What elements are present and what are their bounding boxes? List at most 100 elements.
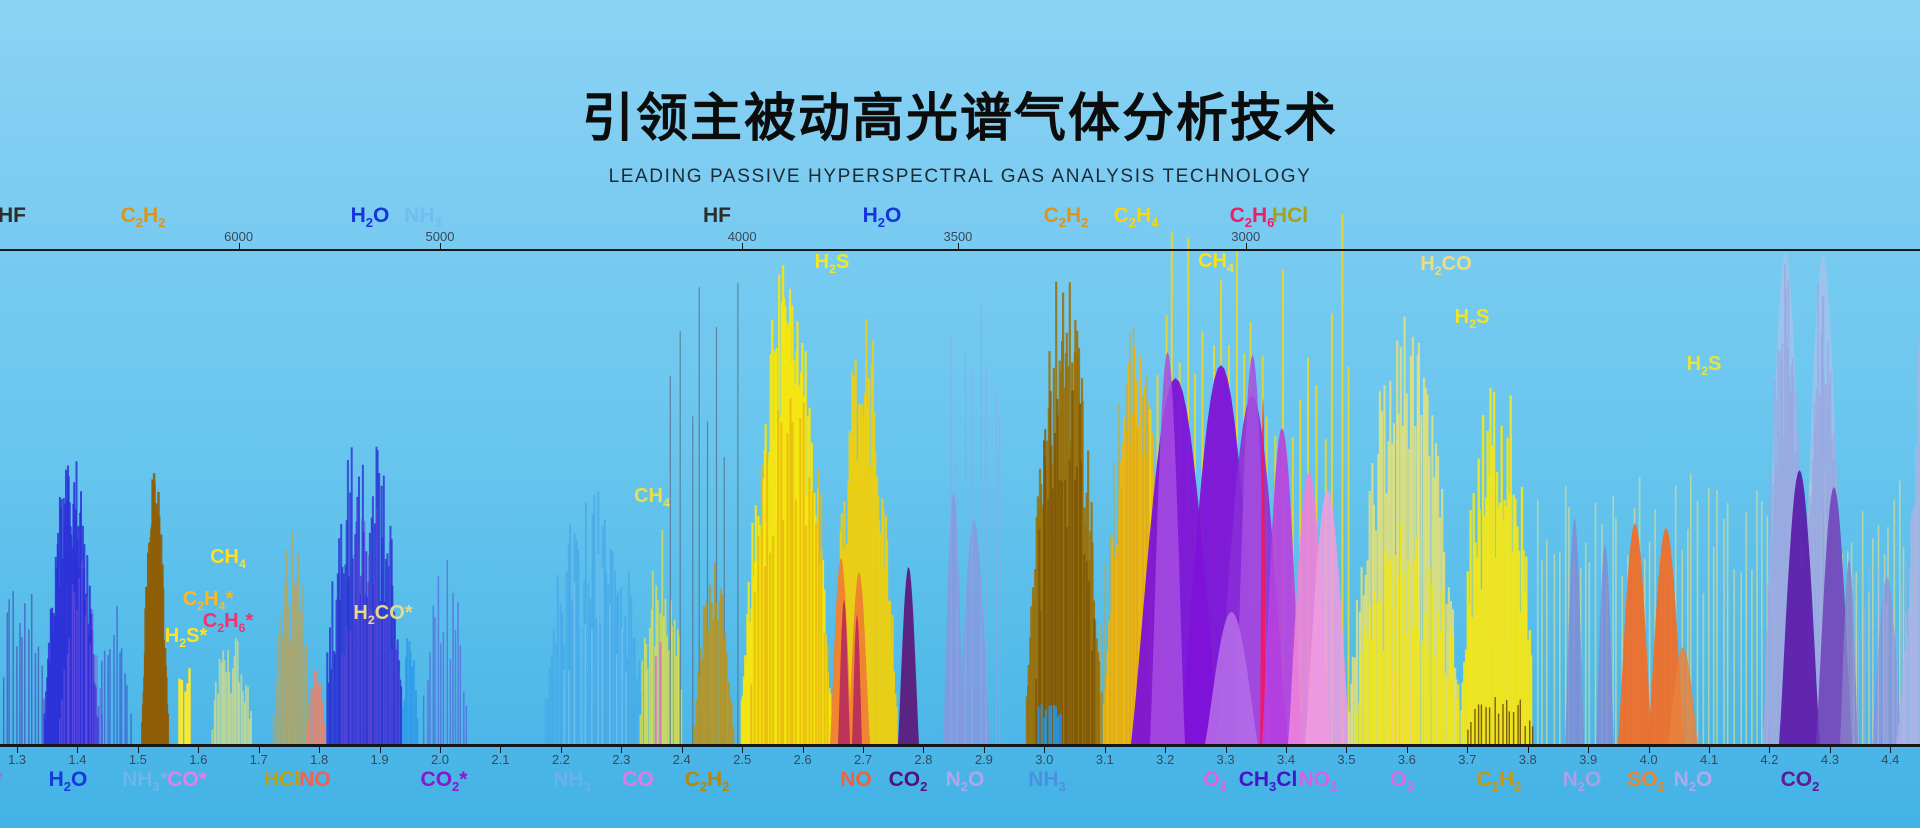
gas-label-plot: H2S xyxy=(1454,306,1490,331)
wavelength-tick-label: 2.0 xyxy=(430,752,450,767)
absorption-line-cluster xyxy=(402,638,419,744)
gas-label-plot: H2S xyxy=(814,251,850,276)
wavelength-tick-label: 1.4 xyxy=(68,752,87,767)
gas-label-bottom: NO xyxy=(840,768,872,791)
wavelength-tick-label: 3.9 xyxy=(1579,752,1598,767)
gas-label-plot: H2S* xyxy=(164,625,208,650)
gas-label-bottom: CO2 xyxy=(888,768,928,795)
absorption-line-cluster xyxy=(563,554,627,744)
gas-label-bottom: N2O xyxy=(1562,768,1602,795)
page-title: 引领主被动高光谱气体分析技术 xyxy=(581,90,1338,148)
gas-label-bottom: CO* xyxy=(167,768,207,791)
absorption-line-cluster xyxy=(1467,697,1534,744)
wavelength-tick-mark xyxy=(1225,747,1227,753)
wavelength-tick-label: 2.5 xyxy=(733,752,752,767)
gas-label-plot: H2S xyxy=(1686,353,1722,378)
absorption-line-cluster xyxy=(1853,561,1916,744)
gas-label-bottom: NO2 xyxy=(1298,768,1338,795)
wavelength-tick-mark xyxy=(983,747,985,753)
wavenumber-tick-mark xyxy=(1245,243,1247,249)
wavelength-tick-mark xyxy=(379,747,381,753)
absorption-line-cluster xyxy=(544,491,643,744)
wavelength-tick-mark xyxy=(1104,747,1106,753)
gas-label-bottom: NO xyxy=(299,768,331,791)
absorption-line-cluster xyxy=(1100,326,1179,744)
wavenumber-tick-label: 5000 xyxy=(425,229,455,244)
wavelength-tick-label: 4.0 xyxy=(1639,752,1658,767)
wavelength-tick-mark xyxy=(1467,747,1469,753)
wavelength-tick-mark xyxy=(77,747,79,753)
wavelength-tick-mark xyxy=(1829,747,1831,753)
absorption-line-cluster xyxy=(272,532,311,744)
gas-label-plot: CH4 xyxy=(634,485,670,510)
wavenumber-tick-label: 3000 xyxy=(1231,229,1261,244)
wavelength-tick-mark xyxy=(500,747,502,753)
gas-label-bottom: NH3 xyxy=(1028,768,1066,795)
wavelength-tick-label: 3.5 xyxy=(1337,752,1356,767)
absorption-band-envelope xyxy=(1668,647,1698,744)
absorption-band-envelope xyxy=(1565,518,1584,744)
absorption-band-envelope xyxy=(1260,398,1266,744)
gas-label-bottom: O2* xyxy=(0,768,2,794)
wavelength-tick-label: 2.3 xyxy=(612,752,631,767)
wavelength-tick-label: 3.6 xyxy=(1397,752,1416,767)
gas-label-top: H2O xyxy=(350,204,390,231)
absorption-line-cluster xyxy=(306,669,326,744)
gas-label-bottom: SO2 xyxy=(1627,768,1665,795)
wavenumber-tick-mark xyxy=(440,243,441,249)
gas-label-bottom: N2O xyxy=(945,768,985,795)
wavelength-tick-label: 1.7 xyxy=(249,752,268,767)
wavelength-tick-label: 4.1 xyxy=(1699,752,1719,767)
wavelength-tick-mark xyxy=(1044,747,1046,753)
wavenumber-axis-line xyxy=(0,249,1920,251)
gas-label-bottom: H2O xyxy=(48,768,88,795)
absorption-band-envelope xyxy=(898,567,919,744)
wavelength-tick-label: 1.6 xyxy=(189,752,208,767)
wavelength-tick-mark xyxy=(802,747,804,753)
wavelength-tick-mark xyxy=(17,747,18,753)
gas-label-bottom: CO xyxy=(622,768,654,791)
wavelength-tick-label: 1.9 xyxy=(370,752,389,767)
absorption-line-cluster xyxy=(693,562,735,744)
absorption-line-cluster xyxy=(178,668,191,744)
wavelength-tick-mark xyxy=(1406,747,1408,753)
absorption-line-cluster xyxy=(750,398,829,744)
absorption-band-envelope xyxy=(1262,428,1302,744)
wavenumber-tick-label: 3500 xyxy=(943,229,973,244)
wavelength-tick-label: 2.8 xyxy=(914,752,933,767)
gas-label-plot: C2H4* xyxy=(182,588,234,613)
wavelength-tick-label: 3.2 xyxy=(1156,752,1175,767)
wavelength-tick-mark xyxy=(440,747,441,753)
gas-label-plot: H2CO xyxy=(1420,253,1472,278)
wavelength-tick-label: 2.6 xyxy=(793,752,812,767)
wavelength-tick-mark xyxy=(621,747,623,753)
absorption-band-envelope xyxy=(852,615,862,744)
wavelength-tick-label: 3.1 xyxy=(1095,752,1114,767)
absorption-band-envelope xyxy=(838,600,850,744)
gas-label-bottom: C2H2 xyxy=(1476,768,1522,795)
gas-label-bottom: CO2 xyxy=(1780,768,1820,795)
gas-label-top: C2H4 xyxy=(1113,204,1159,231)
gas-label-plot: CH4 xyxy=(1198,250,1234,275)
absorption-line-cluster xyxy=(211,638,253,744)
wavelength-tick-mark xyxy=(319,747,321,753)
absorption-line-cluster xyxy=(58,561,103,744)
wavenumber-tick-mark xyxy=(957,243,959,249)
absorption-band-envelope xyxy=(1618,523,1652,744)
wavelength-tick-label: 2.2 xyxy=(551,752,570,767)
wavenumber-tick-label: 6000 xyxy=(224,229,254,244)
absorption-band-envelope xyxy=(1205,612,1258,744)
wavelength-tick-mark xyxy=(1648,747,1650,753)
absorption-line-cluster xyxy=(2,591,45,744)
absorption-line-cluster xyxy=(1025,281,1103,744)
wavelength-tick-label: 1.8 xyxy=(310,752,329,767)
wavelength-tick-label: 4.2 xyxy=(1760,752,1779,767)
wavelength-tick-mark xyxy=(137,747,139,753)
absorption-line-cluster xyxy=(1461,388,1533,744)
gas-label-bottom: HCl xyxy=(263,768,301,791)
gas-label-bottom: O3 xyxy=(1390,768,1414,795)
wavelength-tick-mark xyxy=(1527,747,1529,753)
gas-label-top: C2H2 xyxy=(1043,204,1089,231)
wavelength-tick-label: 3.3 xyxy=(1216,752,1235,767)
wavelength-tick-mark xyxy=(560,747,562,753)
